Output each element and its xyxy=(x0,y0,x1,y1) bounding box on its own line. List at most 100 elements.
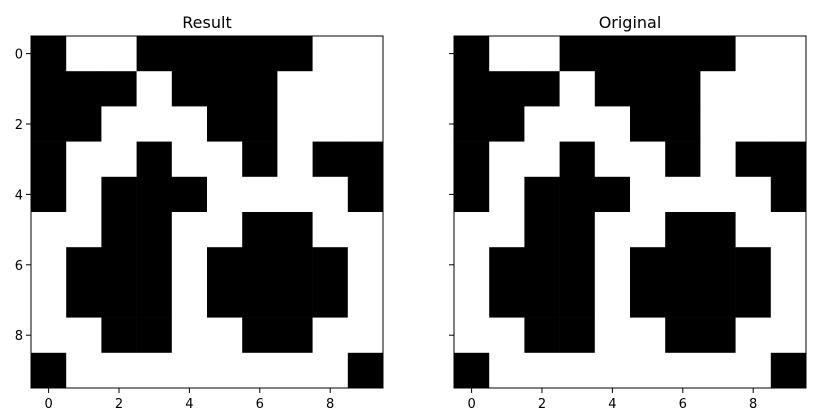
original-cell xyxy=(735,212,772,248)
original-cell xyxy=(594,282,631,318)
original-cell xyxy=(770,141,807,178)
result-cell xyxy=(277,36,313,72)
original-panel: Original 0 2 4 6 8 xyxy=(449,13,807,412)
result-cell xyxy=(242,106,278,142)
original-cell xyxy=(489,176,525,213)
result-cell xyxy=(171,106,208,142)
result-cell xyxy=(347,141,384,178)
result-cell xyxy=(101,317,137,354)
result-cell xyxy=(136,212,173,248)
original-cell xyxy=(489,317,525,354)
original-cell xyxy=(524,141,560,178)
original-cell xyxy=(700,176,736,213)
original-cell xyxy=(559,317,596,354)
original-cell xyxy=(594,176,631,213)
result-xtick-label: 2 xyxy=(115,397,123,412)
original-cell xyxy=(524,176,560,213)
result-cell xyxy=(66,352,102,389)
result-cell xyxy=(312,352,349,389)
result-cell xyxy=(347,106,384,142)
result-xtick-label: 6 xyxy=(256,397,264,412)
original-cell xyxy=(489,36,525,72)
original-cell xyxy=(454,106,490,142)
result-cell xyxy=(136,176,173,213)
result-cell xyxy=(312,36,349,72)
original-cell xyxy=(524,106,560,142)
result-cell xyxy=(242,176,278,213)
original-cell xyxy=(665,176,701,213)
original-cell xyxy=(630,36,666,72)
original-cell xyxy=(700,282,736,318)
result-cell xyxy=(277,247,313,283)
original-cell xyxy=(454,176,490,213)
result-cell xyxy=(207,36,243,72)
original-cell xyxy=(559,176,596,213)
result-cell xyxy=(101,247,137,283)
original-cell xyxy=(524,282,560,318)
original-cell xyxy=(735,71,772,107)
result-cell xyxy=(66,36,102,72)
original-cell xyxy=(700,212,736,248)
result-cell xyxy=(242,317,278,354)
original-cell xyxy=(454,71,490,107)
result-ytick-label: 6 xyxy=(15,259,23,274)
result-ytick-label: 2 xyxy=(15,118,23,133)
original-cell xyxy=(700,317,736,354)
result-cell xyxy=(347,247,384,283)
result-cell xyxy=(277,141,313,178)
result-cell xyxy=(277,106,313,142)
original-cell xyxy=(630,212,666,248)
original-cell xyxy=(524,212,560,248)
result-cell xyxy=(101,141,137,178)
result-cell xyxy=(101,176,137,213)
original-cell xyxy=(594,36,631,72)
original-title: Original xyxy=(599,13,662,32)
result-cell xyxy=(101,212,137,248)
original-cell xyxy=(665,36,701,72)
original-cell xyxy=(735,176,772,213)
original-cell xyxy=(630,71,666,107)
result-cell xyxy=(31,212,67,248)
result-cell xyxy=(66,141,102,178)
result-cell xyxy=(312,247,349,283)
original-cell xyxy=(454,352,490,389)
result-cell xyxy=(312,106,349,142)
result-cell xyxy=(207,71,243,107)
result-title: Result xyxy=(182,13,231,32)
result-cell xyxy=(66,71,102,107)
original-cell xyxy=(524,71,560,107)
original-cell xyxy=(770,176,807,213)
original-cell xyxy=(770,317,807,354)
result-cell xyxy=(242,71,278,107)
result-cell xyxy=(312,212,349,248)
result-cell xyxy=(207,106,243,142)
result-cell xyxy=(66,106,102,142)
original-xtick-label: 2 xyxy=(538,397,546,412)
original-cell xyxy=(594,317,631,354)
original-cell xyxy=(700,36,736,72)
result-cell xyxy=(277,282,313,318)
result-cell xyxy=(31,36,67,72)
result-cell xyxy=(136,106,173,142)
original-cell xyxy=(594,141,631,178)
original-cell xyxy=(489,141,525,178)
original-cell xyxy=(665,141,701,178)
result-frame xyxy=(30,35,384,389)
original-cell xyxy=(559,352,596,389)
original-cell xyxy=(559,71,596,107)
original-cell xyxy=(735,141,772,178)
original-cell xyxy=(524,36,560,72)
result-ytick-label: 4 xyxy=(15,188,23,203)
result-cell xyxy=(242,247,278,283)
original-cell xyxy=(630,282,666,318)
original-cell xyxy=(770,71,807,107)
original-cell xyxy=(700,247,736,283)
result-cell xyxy=(66,282,102,318)
result-cell xyxy=(136,247,173,283)
result-cell xyxy=(31,352,67,389)
result-panel: Result 0 2 4 6 8 0 2 4 6 8 xyxy=(15,13,384,412)
result-cell xyxy=(136,317,173,354)
original-xtick-label: 0 xyxy=(467,397,475,412)
result-heatmap xyxy=(31,36,384,389)
